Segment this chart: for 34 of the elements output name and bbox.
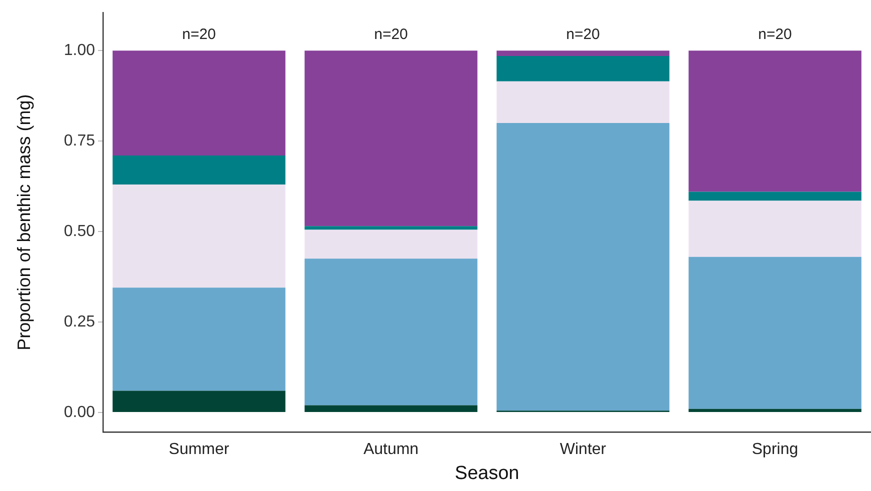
- bar: [112, 156, 286, 184]
- y-tick-label: 0.25: [64, 313, 96, 330]
- y-axis-title: Proportion of benthic mass (mg): [14, 94, 34, 350]
- bar: [304, 226, 478, 230]
- bar: [688, 256, 862, 409]
- bar: [688, 192, 862, 201]
- bar: [688, 50, 862, 192]
- bar: [688, 408, 862, 412]
- annotation: n=20: [374, 26, 408, 44]
- annotation: n=20: [182, 26, 216, 44]
- bar: [688, 200, 862, 257]
- x-tick-label: Winter: [560, 441, 607, 458]
- bar: [112, 50, 286, 156]
- y-tick-label: 0.50: [64, 222, 96, 240]
- bar: [112, 184, 286, 288]
- y-tick-label: 0.00: [64, 404, 96, 421]
- bar: [304, 50, 478, 226]
- y-tick-label: 0.75: [64, 132, 96, 150]
- annotation: n=20: [566, 26, 600, 44]
- bar: [496, 81, 670, 123]
- bar: [496, 50, 670, 56]
- bar: [496, 122, 670, 411]
- bar: [304, 405, 478, 412]
- bar: [112, 288, 286, 391]
- x-tick-label: Autumn: [363, 441, 419, 458]
- y-tick-label: 1.00: [64, 42, 96, 59]
- x-tick-label: Summer: [168, 441, 230, 458]
- bar: [304, 230, 478, 259]
- bar: [496, 56, 670, 82]
- x-axis-title: Season: [454, 462, 520, 484]
- annotation: n=20: [758, 26, 792, 44]
- bar: [304, 258, 478, 406]
- bar: [112, 390, 286, 412]
- x-tick-label: Spring: [752, 441, 798, 458]
